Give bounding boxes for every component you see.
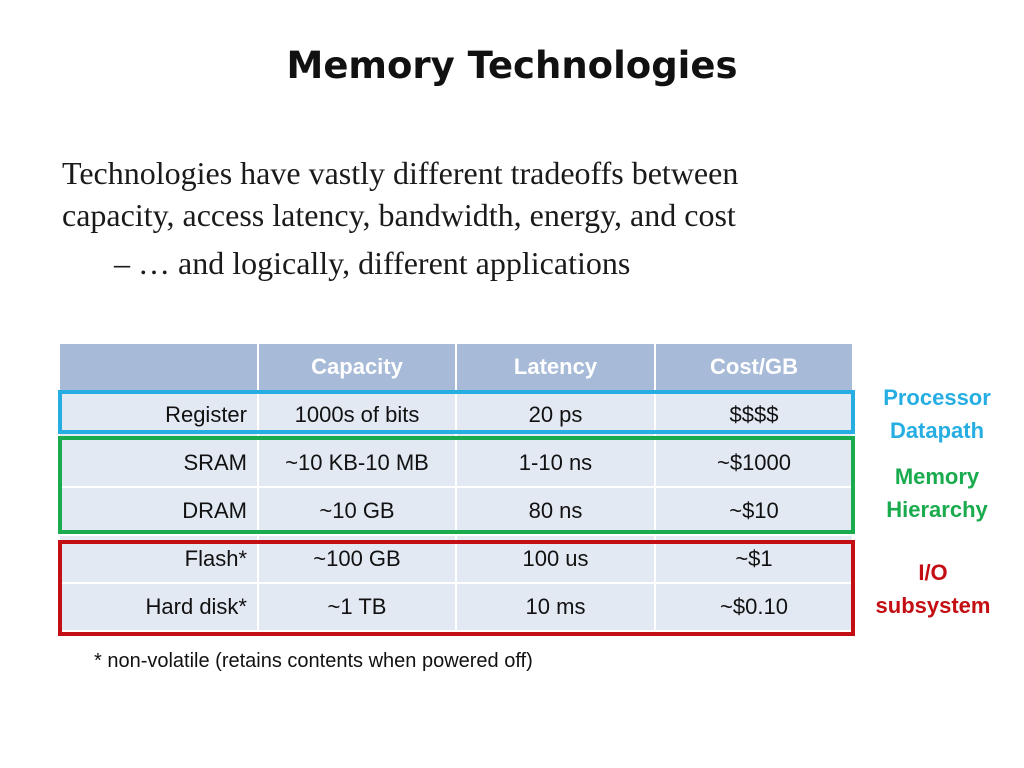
cell-capacity: ~10 KB-10 MB <box>258 438 457 487</box>
io-group-outline <box>58 540 855 636</box>
table-header-row: Capacity Latency Cost/GB <box>60 344 854 391</box>
label-line: subsystem <box>875 593 991 618</box>
slide-title: Memory Technologies <box>286 44 738 87</box>
cell-latency: 10 ms <box>456 582 656 630</box>
cell-latency: 80 ns <box>456 486 656 535</box>
label-line: Processor <box>883 385 991 410</box>
cell-capacity: ~1 TB <box>258 582 457 630</box>
label-line: Hierarchy <box>886 497 988 522</box>
body-line-2: capacity, access latency, bandwidth, ene… <box>62 197 736 233</box>
table-row: Hard disk* ~1 TB 10 ms ~$0.10 <box>60 582 854 630</box>
sub-bullet: – … and logically, different application… <box>114 245 631 281</box>
processor-group-outline <box>58 390 855 434</box>
body-line-1: Technologies have vastly different trade… <box>62 155 739 191</box>
footnote: * non-volatile (retains contents when po… <box>94 650 533 672</box>
cell-cost: ~$10 <box>655 486 854 535</box>
cell-capacity: ~10 GB <box>258 486 457 535</box>
table-row: DRAM ~10 GB 80 ns ~$10 <box>60 486 854 535</box>
row-name: Hard disk* <box>60 582 259 630</box>
header-latency: Latency <box>456 344 656 391</box>
processor-datapath-label: Processor Datapath <box>866 381 1008 447</box>
table-row: SRAM ~10 KB-10 MB 1-10 ns ~$1000 <box>60 438 854 487</box>
label-line: Memory <box>894 464 980 489</box>
row-name: DRAM <box>60 486 259 535</box>
label-line: I/O <box>918 560 948 585</box>
header-cost: Cost/GB <box>655 344 854 391</box>
cell-cost: ~$1000 <box>655 438 854 487</box>
memory-technologies-table: Capacity Latency Cost/GB Register 1000s … <box>60 344 854 630</box>
memory-table-container: Capacity Latency Cost/GB Register 1000s … <box>60 344 854 630</box>
memory-group-outline <box>58 436 855 534</box>
slide-body: Technologies have vastly different trade… <box>62 152 1002 284</box>
cell-cost: ~$0.10 <box>655 582 854 630</box>
label-line: Datapath <box>889 418 985 443</box>
row-name: SRAM <box>60 438 259 487</box>
header-corner <box>60 344 259 391</box>
memory-hierarchy-label: Memory Hierarchy <box>866 460 1008 526</box>
io-subsystem-label: I/O subsystem <box>858 556 1008 622</box>
cell-latency: 1-10 ns <box>456 438 656 487</box>
header-capacity: Capacity <box>258 344 457 391</box>
